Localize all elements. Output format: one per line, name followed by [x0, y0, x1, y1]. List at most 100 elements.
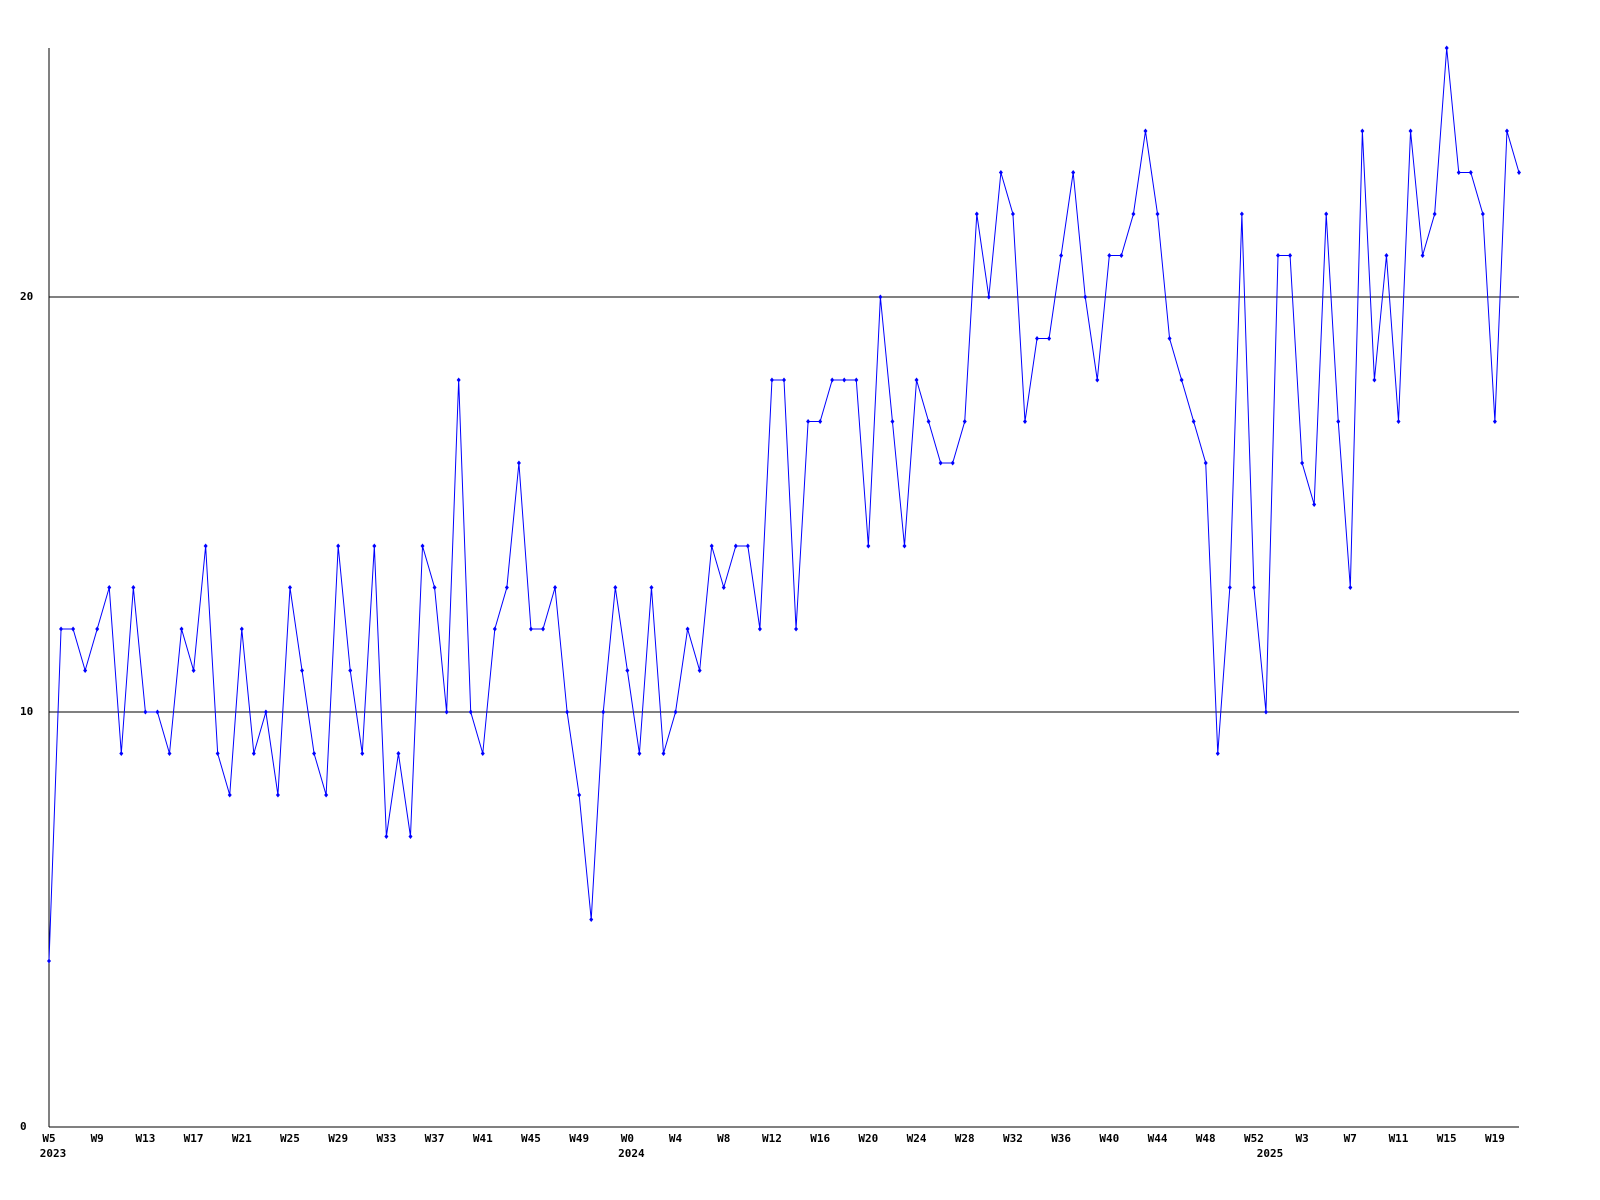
marker [902, 543, 907, 549]
marker [131, 585, 136, 590]
marker [757, 626, 762, 632]
marker [348, 668, 353, 673]
marker [1239, 211, 1244, 217]
marker [1480, 211, 1485, 217]
x-tick-label: W49 [569, 1132, 589, 1145]
marker [565, 709, 570, 715]
marker [1384, 253, 1389, 258]
marker [408, 834, 413, 839]
x-tick-label: W17 [184, 1132, 204, 1145]
marker [372, 543, 377, 549]
x-tick-label: W13 [135, 1132, 155, 1145]
marker [926, 419, 931, 424]
x-tick-label: W12 [762, 1132, 782, 1145]
marker [1360, 128, 1365, 134]
marker [1047, 336, 1052, 341]
marker [95, 626, 100, 632]
line [48, 47, 1520, 962]
x-tick-label: W16 [810, 1132, 830, 1145]
marker [1288, 253, 1293, 258]
marker [1456, 170, 1461, 175]
marker [432, 585, 437, 590]
marker [1276, 253, 1281, 258]
marker [673, 709, 678, 715]
marker [661, 751, 666, 756]
marker [637, 751, 642, 756]
marker [830, 377, 835, 383]
marker [215, 751, 220, 756]
marker [986, 294, 991, 300]
marker [962, 419, 967, 424]
marker [1227, 585, 1232, 590]
marker [1191, 419, 1196, 424]
marker [866, 543, 871, 549]
marker [878, 294, 883, 300]
marker [239, 626, 244, 632]
marker [818, 419, 823, 424]
x-tick-label: W32 [1003, 1132, 1023, 1145]
y-tick-label: 0 [20, 1120, 27, 1133]
marker [251, 751, 256, 756]
marker [155, 709, 160, 715]
x-tick-label: W24 [907, 1132, 927, 1145]
marker [336, 543, 341, 549]
x-tick-label: W37 [425, 1132, 445, 1145]
marker [47, 958, 51, 964]
marker [1143, 128, 1148, 134]
marker [950, 460, 955, 466]
x-tick-label: W28 [955, 1132, 975, 1145]
x-tick-label: W11 [1389, 1132, 1409, 1145]
marker [577, 792, 582, 798]
marker [1035, 336, 1040, 341]
x-tick-label: W40 [1099, 1132, 1119, 1145]
marker [1263, 709, 1268, 715]
marker [1348, 585, 1353, 590]
marker [360, 751, 365, 756]
x-tick-label: W15 [1437, 1132, 1457, 1145]
marker [71, 626, 76, 632]
marker [806, 419, 811, 424]
marker [312, 751, 317, 756]
marker [1312, 502, 1317, 507]
x-tick-label: W3 [1295, 1132, 1308, 1145]
x-year-label: 2025 [1257, 1147, 1284, 1160]
marker [528, 626, 533, 632]
marker [1324, 211, 1329, 217]
y-tick-label: 20 [20, 290, 33, 303]
x-tick-label: W7 [1344, 1132, 1357, 1145]
x-tick-label: W48 [1196, 1132, 1216, 1145]
marker [179, 626, 184, 632]
marker [998, 170, 1003, 175]
marker [384, 834, 389, 839]
marker [83, 668, 88, 673]
x-year-label: 2024 [618, 1147, 645, 1160]
marker [1215, 751, 1220, 756]
marker [1059, 253, 1064, 258]
marker [203, 543, 208, 549]
marker [1203, 460, 1208, 466]
x-tick-label: W0 [621, 1132, 634, 1145]
x-tick-label: W8 [717, 1132, 730, 1145]
marker [456, 377, 461, 383]
marker [1408, 128, 1413, 134]
x-tick-label: W9 [91, 1132, 104, 1145]
marker [721, 585, 726, 590]
marker [119, 751, 124, 756]
marker [914, 377, 919, 383]
marker [227, 792, 232, 798]
marker [275, 792, 280, 798]
marker [733, 543, 738, 549]
marker [782, 377, 786, 383]
marker [794, 626, 799, 632]
marker [1010, 211, 1015, 217]
marker [1155, 211, 1160, 217]
marker [1372, 377, 1377, 383]
marker [1444, 45, 1449, 51]
marker [974, 211, 979, 217]
marker [854, 377, 859, 383]
marker [143, 709, 148, 715]
x-tick-label: W41 [473, 1132, 493, 1145]
marker [1167, 336, 1172, 341]
marker [625, 668, 630, 673]
